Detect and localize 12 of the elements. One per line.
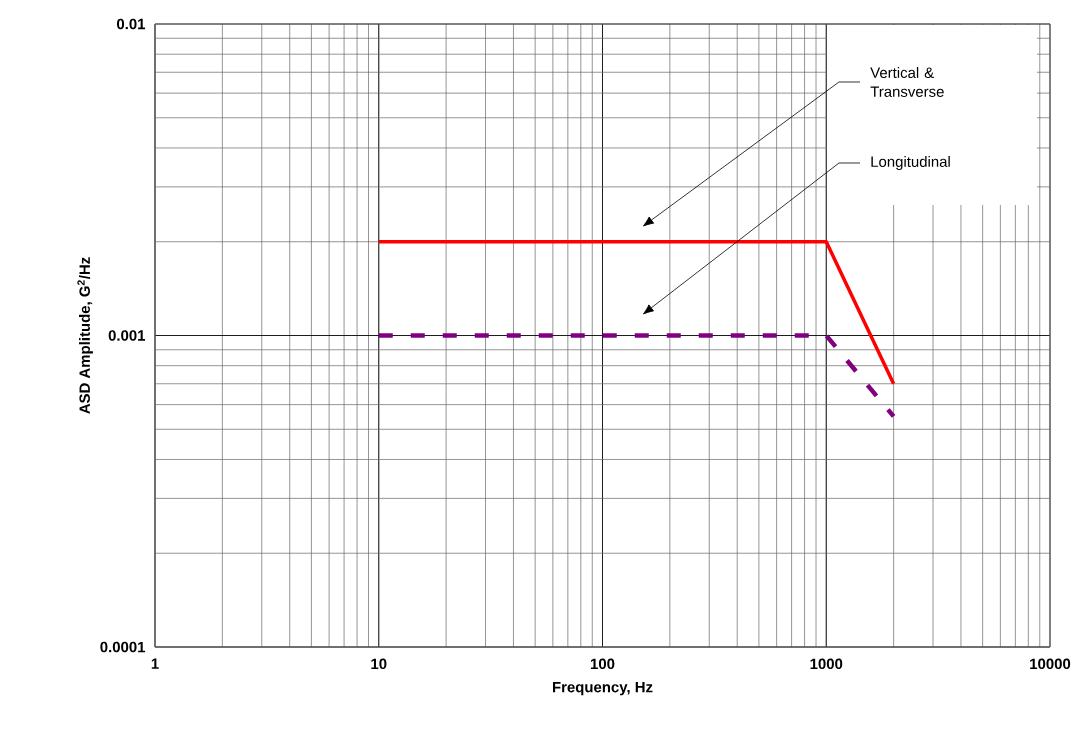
y-tick-label: 0.0001 xyxy=(100,641,146,653)
x-tick-label: 10000 xyxy=(1030,658,1071,670)
y-axis-title: ASD Amplitude, G$^{2}$/Hz xyxy=(77,257,93,414)
x-tick-label: 10 xyxy=(371,658,387,670)
y-tick-label: 0.01 xyxy=(116,18,146,30)
x-tick-label: 1000 xyxy=(810,658,843,670)
y-tick-label: 0.001 xyxy=(108,330,146,341)
x-tick-label: 100 xyxy=(590,658,615,670)
x-axis-title: Frequency, Hz xyxy=(552,681,653,696)
annotation: Vertical & Transverse xyxy=(870,67,944,97)
annotation: Longitudinal xyxy=(871,156,950,170)
x-tick-label: 1 xyxy=(151,658,159,669)
